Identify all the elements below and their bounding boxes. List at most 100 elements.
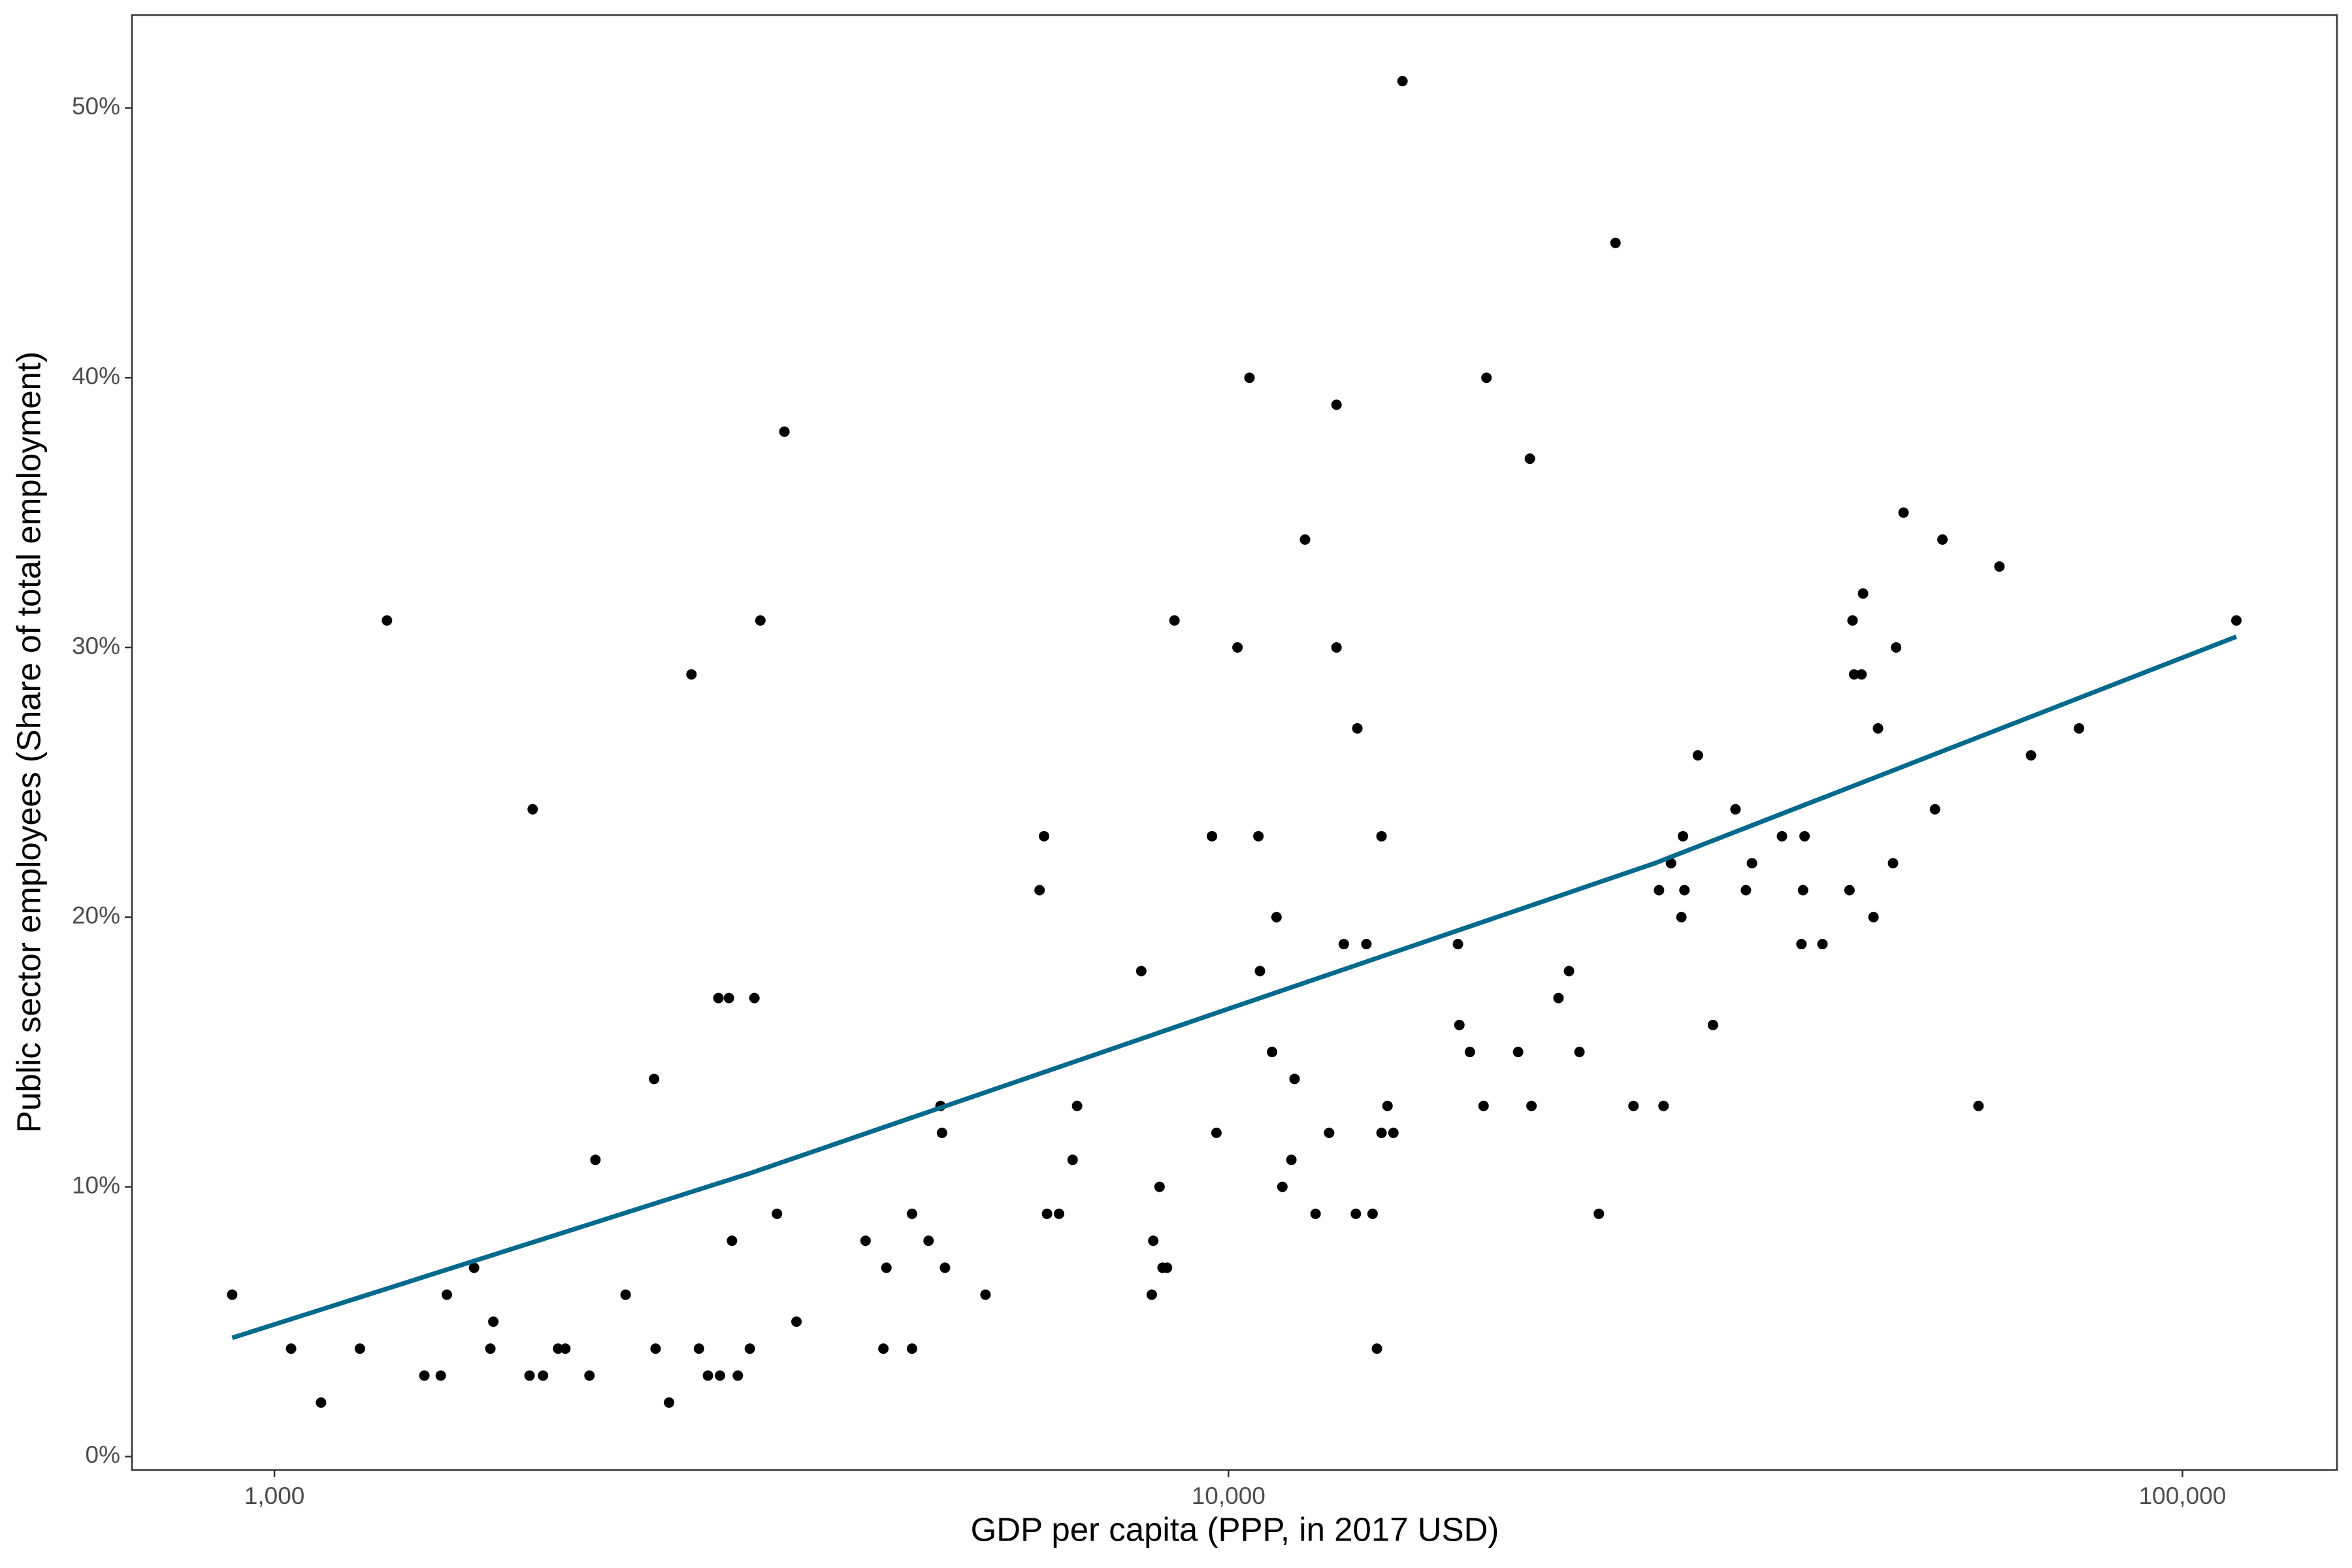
point xyxy=(1232,642,1243,653)
point xyxy=(560,1343,571,1354)
point xyxy=(620,1289,631,1300)
point xyxy=(1277,1181,1288,1192)
point xyxy=(1376,830,1387,841)
point xyxy=(727,1235,738,1247)
point xyxy=(468,1262,480,1273)
point xyxy=(1817,939,1828,950)
point xyxy=(1452,939,1463,950)
point xyxy=(1844,885,1855,896)
point xyxy=(538,1370,549,1381)
point xyxy=(649,1073,660,1085)
point xyxy=(686,669,697,680)
point xyxy=(1746,858,1757,869)
point xyxy=(1367,1208,1378,1219)
point xyxy=(664,1397,675,1408)
point xyxy=(488,1316,499,1327)
point xyxy=(744,1343,755,1354)
point xyxy=(702,1370,713,1381)
point xyxy=(1574,1047,1585,1058)
point xyxy=(881,1262,892,1273)
point xyxy=(1872,723,1884,734)
point xyxy=(1677,830,1688,841)
point xyxy=(1665,858,1676,869)
point xyxy=(755,615,766,626)
point xyxy=(1454,1019,1465,1030)
y-axis-title: Public sector employees (Share of total … xyxy=(10,351,47,1133)
point xyxy=(723,992,734,1004)
point xyxy=(1162,1262,1173,1273)
point xyxy=(1135,966,1147,977)
point xyxy=(732,1370,743,1381)
point xyxy=(1299,534,1311,545)
point xyxy=(1481,372,1492,384)
point xyxy=(1371,1343,1382,1354)
point xyxy=(1289,1073,1300,1085)
point xyxy=(1067,1154,1078,1166)
point xyxy=(1310,1208,1321,1219)
point xyxy=(1628,1100,1639,1111)
point xyxy=(435,1370,446,1381)
point xyxy=(1478,1100,1489,1111)
point xyxy=(1524,453,1535,465)
point xyxy=(1324,1128,1335,1139)
point xyxy=(1254,966,1266,977)
point xyxy=(1041,1208,1053,1219)
point xyxy=(1799,830,1810,841)
point xyxy=(441,1289,452,1300)
point xyxy=(860,1235,871,1247)
point xyxy=(1331,399,1342,410)
y-tick-label: 50% xyxy=(72,93,120,120)
point xyxy=(791,1316,802,1327)
point xyxy=(878,1343,889,1354)
point xyxy=(650,1343,661,1354)
point xyxy=(1154,1181,1165,1192)
point xyxy=(1937,534,1948,545)
point xyxy=(485,1343,496,1354)
point xyxy=(1563,966,1575,977)
point xyxy=(980,1289,991,1300)
point xyxy=(1034,885,1045,896)
point xyxy=(1740,885,1752,896)
point xyxy=(906,1343,917,1354)
point xyxy=(1676,911,1687,923)
point xyxy=(1730,804,1741,815)
point xyxy=(749,992,760,1004)
point xyxy=(286,1343,297,1354)
x-tick-label: 100,000 xyxy=(2139,1482,2227,1509)
point xyxy=(382,615,393,626)
x-tick-label: 1,000 xyxy=(244,1482,305,1509)
point xyxy=(772,1208,783,1219)
point xyxy=(1887,858,1899,869)
point xyxy=(1338,939,1349,950)
point xyxy=(553,1343,564,1354)
point xyxy=(1796,939,1807,950)
point xyxy=(1146,1289,1157,1300)
point xyxy=(1891,642,1902,653)
point xyxy=(715,1370,726,1381)
y-tick-label: 0% xyxy=(86,1441,120,1468)
point xyxy=(1707,1019,1718,1030)
point xyxy=(1244,372,1255,384)
point xyxy=(1169,615,1180,626)
y-tick-label: 20% xyxy=(72,902,120,929)
point xyxy=(1211,1128,1222,1139)
point xyxy=(2074,723,2085,734)
point xyxy=(1271,911,1282,923)
point xyxy=(1331,642,1342,653)
point xyxy=(1267,1047,1278,1058)
plot-border xyxy=(131,14,2338,1471)
point xyxy=(1361,939,1372,950)
point xyxy=(1868,911,1879,923)
y-tick-label: 30% xyxy=(72,632,120,659)
point xyxy=(419,1370,430,1381)
point xyxy=(584,1370,595,1381)
point xyxy=(1692,750,1703,761)
point xyxy=(1253,830,1264,841)
point xyxy=(939,1262,951,1273)
point xyxy=(1797,885,1808,896)
fit-line xyxy=(231,634,2238,1341)
point xyxy=(524,1370,535,1381)
